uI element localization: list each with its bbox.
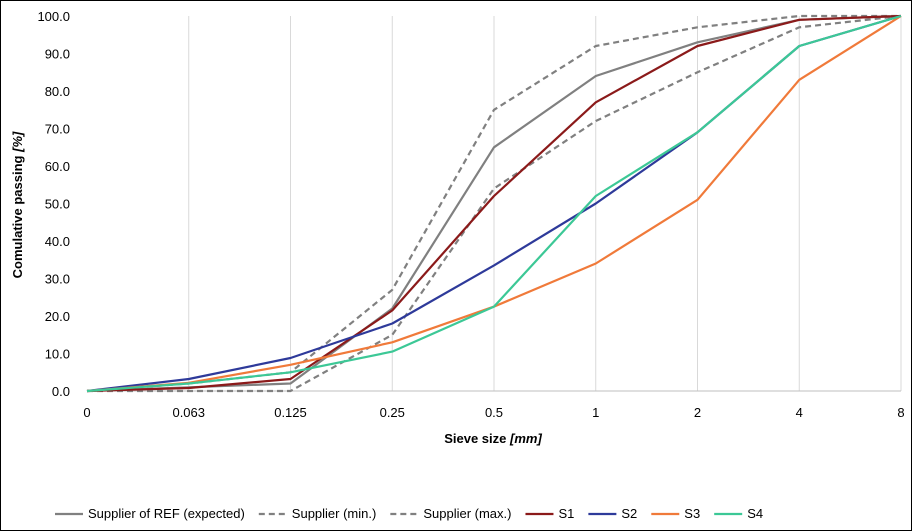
- y-tick-label: 50.0: [45, 197, 70, 212]
- series-lines: [86, 14, 902, 393]
- x-tick-label: 0.25: [380, 405, 405, 420]
- legend-label: S3: [684, 506, 700, 521]
- y-tick-labels: 0.0 10.0 20.0 30.0 40.0 50.0 60.0 70.0 80.0 90.0 1…: [37, 9, 70, 399]
- legend: Supplier of REF (expected) Supplier (min.…: [55, 506, 763, 521]
- legend-label: S4: [747, 506, 763, 521]
- legend-label: Supplier (min.): [292, 506, 377, 521]
- y-tick-label: 0.0: [52, 384, 70, 399]
- y-tick-label: 100.0: [37, 9, 70, 24]
- x-axis-title: Sieve size [mm]: [444, 431, 542, 446]
- x-tick-label: 2: [694, 405, 701, 420]
- series-line-s1: [86, 14, 902, 393]
- series-line-supplier-min: [87, 14, 902, 393]
- y-tick-label: 60.0: [45, 159, 70, 174]
- y-tick-label: 40.0: [45, 234, 70, 249]
- series-line-supplier-max: [86, 14, 901, 393]
- x-tick-label: 4: [796, 405, 803, 420]
- x-tick-label: 0.5: [485, 405, 503, 420]
- gridlines: [87, 16, 902, 392]
- y-tick-label: 10.0: [45, 347, 70, 362]
- y-tick-label: 30.0: [45, 272, 70, 287]
- y-tick-label: 70.0: [45, 122, 70, 137]
- y-tick-label: 80.0: [45, 84, 70, 99]
- y-tick-label: 90.0: [45, 47, 70, 62]
- x-tick-label: 0.125: [274, 405, 307, 420]
- legend-label: S1: [558, 506, 574, 521]
- x-tick-label: 8: [897, 405, 904, 420]
- legend-label: Supplier of REF (expected): [88, 506, 245, 521]
- legend-label: S2: [621, 506, 637, 521]
- y-axis-title: Comulative passing [%]: [10, 131, 25, 278]
- x-tick-label: 0.063: [172, 405, 205, 420]
- x-tick-label: 0: [83, 405, 90, 420]
- y-tick-label: 20.0: [45, 309, 70, 324]
- legend-label: Supplier (max.): [423, 506, 511, 521]
- x-tick-label: 1: [592, 405, 599, 420]
- x-tick-labels: 0 0.063 0.125 0.25 0.5 1 2 4 8: [83, 405, 904, 420]
- series-line-s4: [86, 14, 902, 393]
